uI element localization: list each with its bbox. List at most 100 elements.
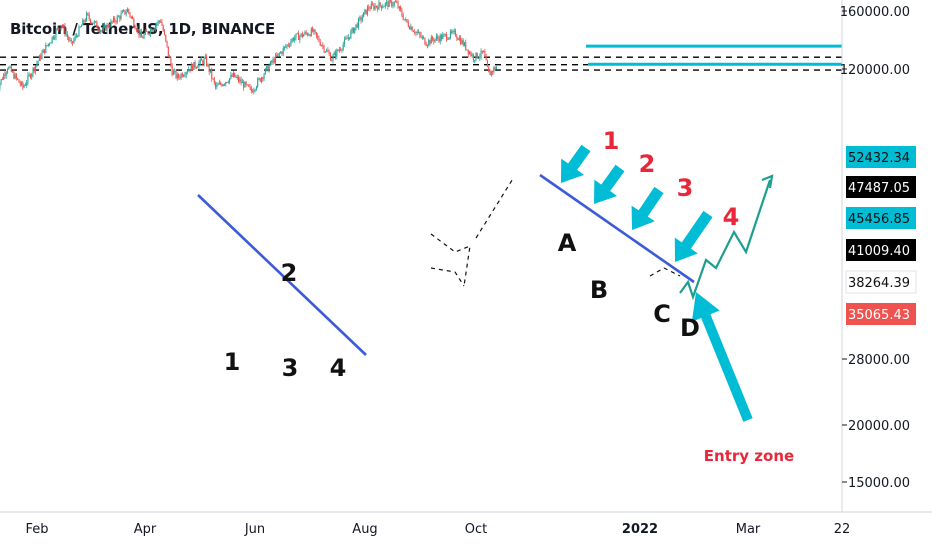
candle-body [421, 37, 423, 39]
candle-body [249, 86, 251, 88]
price-axis-label: 160000.00 [840, 5, 910, 20]
candle-body [24, 84, 26, 86]
candle-body [407, 22, 409, 27]
candle-body [243, 81, 245, 88]
candle-body [175, 70, 177, 78]
candle-body [181, 73, 183, 77]
candle-body [377, 7, 379, 10]
candle-body [124, 10, 126, 14]
candle-body [248, 84, 250, 87]
candle-body [171, 65, 173, 75]
candle-body [60, 25, 62, 29]
candle-body [206, 56, 208, 66]
candle-body [68, 37, 70, 41]
projection-arrowhead [761, 174, 774, 189]
candle-body [295, 33, 297, 38]
candle-body [111, 21, 113, 23]
candle-body [179, 77, 181, 79]
candle-body [45, 45, 47, 53]
candle-body [452, 31, 454, 33]
candle-body [218, 82, 220, 85]
candle-body [114, 17, 116, 22]
candle-body [13, 71, 15, 79]
candle-body [384, 3, 386, 7]
candle-body [151, 29, 153, 32]
wave-label-black: 2 [281, 259, 298, 287]
candle-body [170, 58, 172, 66]
candle-body [32, 67, 34, 75]
candle-body [326, 50, 328, 52]
candle-body [281, 51, 283, 54]
candle-body [440, 35, 443, 40]
candle-body [401, 10, 403, 16]
candle-body [415, 31, 417, 34]
candle-body [18, 79, 20, 83]
candle-body [183, 75, 185, 77]
candle-body [397, 2, 399, 9]
candle-body [3, 74, 5, 80]
candle-body [189, 69, 191, 71]
candle-body [388, 0, 390, 7]
candle-body [469, 52, 471, 55]
candle-body [304, 32, 306, 35]
candle-body [372, 3, 374, 5]
candle-body [488, 66, 490, 73]
candle-body [91, 22, 93, 24]
candle-body [283, 46, 286, 48]
candle-body [226, 82, 228, 84]
candle-body [360, 17, 362, 21]
candle-body [208, 64, 210, 73]
candle-body [493, 67, 495, 73]
callout-arrow-2 [594, 164, 625, 204]
candle-body [263, 74, 265, 79]
candle-body [250, 87, 252, 92]
candle-body [56, 27, 58, 30]
candle-body [121, 11, 123, 14]
candle-body [246, 84, 249, 86]
candle-body [72, 41, 74, 43]
wave-label-black: 1 [224, 348, 241, 376]
candle-body [222, 84, 224, 86]
candle-body [470, 52, 472, 56]
candle-body [115, 21, 117, 23]
candle-body [342, 44, 344, 50]
wave-label-black: 3 [282, 354, 299, 382]
candle-body [204, 56, 206, 59]
price-tag: 52432.34 [848, 151, 910, 166]
candle-body [137, 29, 139, 31]
candle-body [386, 1, 388, 4]
candle-body [409, 26, 411, 30]
candle-body [363, 12, 365, 18]
candle-body [351, 27, 353, 32]
candle-body [57, 27, 60, 29]
candle-body [161, 21, 163, 26]
candle-body [157, 20, 159, 24]
callout-arrow-1 [561, 144, 591, 183]
candle-body [443, 34, 445, 36]
candle-body [209, 70, 212, 73]
candle-body [126, 9, 129, 13]
candle-body [95, 21, 97, 23]
candle-body [299, 36, 301, 40]
candle-body [198, 62, 200, 67]
candle-body [1, 79, 3, 81]
candle-body [373, 4, 375, 10]
candle-body [10, 66, 12, 72]
candle-body [197, 66, 199, 68]
candle-body [269, 61, 271, 66]
candle-body [354, 27, 356, 33]
candle-body [47, 43, 49, 46]
candle-body [463, 42, 466, 46]
candle-body [158, 20, 160, 22]
candle-body [490, 70, 492, 76]
candle-body [52, 36, 54, 39]
candle-body [19, 82, 21, 85]
candle-body [166, 40, 168, 47]
candle-body [382, 6, 384, 9]
candle-body [380, 5, 383, 9]
candle-body [185, 72, 187, 76]
time-axis-label: Jun [244, 522, 265, 537]
candle-body [61, 25, 63, 27]
candle-body [314, 29, 316, 33]
